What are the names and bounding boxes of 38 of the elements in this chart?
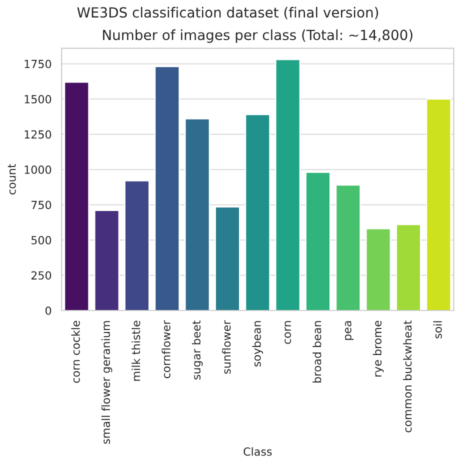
y-tick-label: 750 — [32, 200, 52, 210]
y-tick-label: 0 — [46, 306, 52, 315]
bar — [94, 210, 120, 310]
y-tick-label: 1500 — [24, 95, 52, 104]
y-tick-label: 1000 — [24, 166, 52, 174]
y-tick-label: 250 — [31, 271, 52, 280]
x-tick-label: milk thistle — [132, 320, 140, 381]
bar — [214, 206, 240, 310]
bar — [396, 224, 422, 310]
chart-subtitle: Number of images per class (Total: ~14,800) — [103, 29, 412, 43]
x-tick-label: corn — [284, 321, 292, 344]
y-tick-label: 1750 — [24, 60, 52, 68]
y-tick-label: 1250 — [24, 130, 52, 139]
bar — [366, 228, 391, 310]
x-axis-title: Class — [244, 447, 272, 456]
y-axis-title: count — [8, 164, 16, 194]
bar — [64, 82, 90, 310]
x-tick-label: sugar beet — [192, 320, 203, 380]
bar — [184, 118, 210, 310]
bar — [154, 66, 180, 310]
x-tick-label: cornflower — [162, 320, 170, 378]
x-tick-label: soybean — [252, 321, 264, 367]
x-tick-label: rye brome — [372, 320, 384, 377]
x-tick-label: pea — [344, 321, 354, 340]
bar — [336, 184, 361, 310]
x-tick-label: broad bean — [312, 321, 322, 383]
bar — [245, 114, 270, 310]
chart-title: WE3DS classification dataset (final version) — [77, 6, 378, 20]
x-tick-label: small flower geranium — [101, 321, 112, 444]
y-tick-label: 500 — [31, 236, 52, 244]
bar — [124, 180, 150, 310]
bar — [275, 59, 300, 310]
bar — [426, 98, 452, 310]
x-tick-label: sunflower — [222, 320, 231, 374]
bar — [305, 172, 331, 310]
x-tick-label: soil — [433, 321, 442, 338]
x-tick-label: common buckwheat — [403, 320, 412, 432]
x-tick-label: corn cockle — [71, 320, 80, 383]
